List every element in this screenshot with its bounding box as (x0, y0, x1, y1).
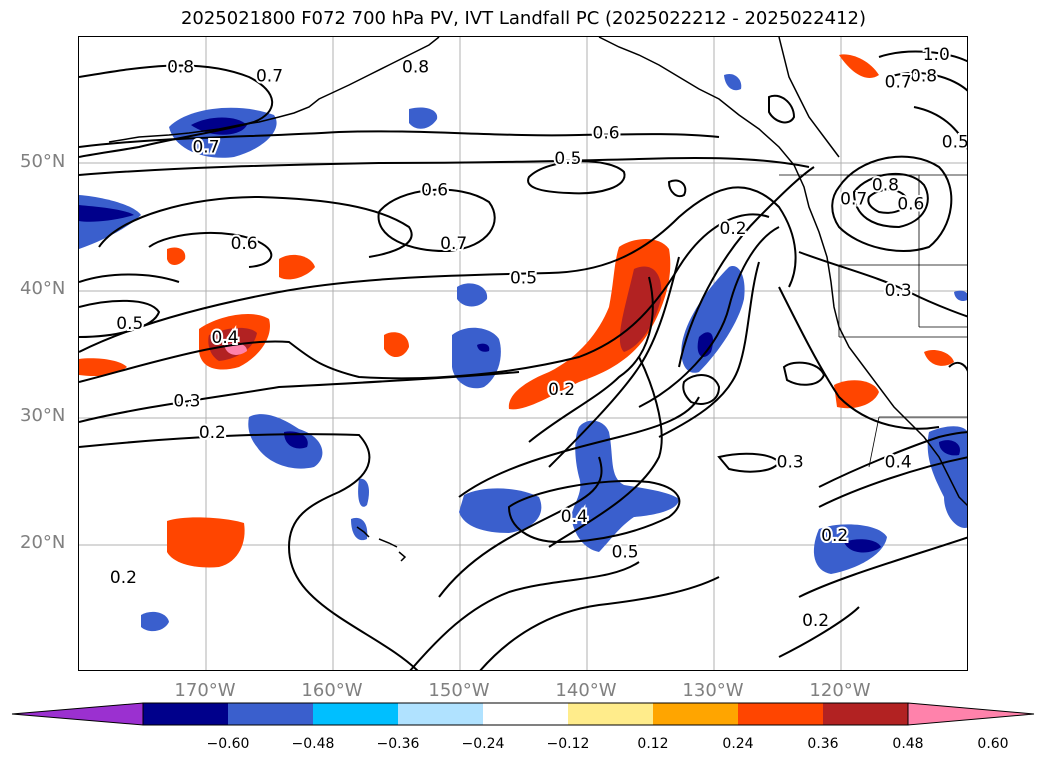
colorbar-segment (398, 703, 483, 725)
negative-patch (452, 327, 501, 389)
colorbar-segment (568, 703, 653, 725)
contour-label: 0.8 (872, 176, 899, 196)
contour-label: 0.6 (897, 195, 924, 215)
negative-patch (284, 431, 308, 449)
borders (779, 174, 967, 468)
colorbar-segment (313, 703, 398, 725)
contour-label: 0.2 (548, 380, 575, 400)
contour-label: 0.2 (199, 423, 226, 443)
positive-patch (839, 54, 879, 78)
contour-label: 1.0 (923, 45, 950, 65)
negative-patch (477, 343, 490, 352)
positive-patch (834, 380, 879, 409)
longitude-label: 150°W (428, 680, 490, 701)
colorbar-tick: 0.12 (637, 736, 669, 752)
positive-patch (279, 254, 315, 280)
negative-patch (409, 107, 438, 129)
colorbar-tick: −0.48 (291, 736, 335, 752)
negative-patch (141, 611, 169, 632)
colorbar-tick: 0.36 (807, 736, 839, 752)
contour-label: 0.5 (942, 132, 968, 152)
latitude-label: 50°N (20, 150, 66, 172)
contour-label: 0.6 (593, 124, 620, 144)
colorbar-segment (483, 703, 568, 725)
negative-patch (571, 420, 679, 552)
positive-patch (508, 239, 671, 410)
colorbar-segment (738, 703, 823, 725)
colorbar-tick: −0.24 (461, 736, 505, 752)
colorbar-segment (653, 703, 738, 725)
contour-label: 0.3 (777, 452, 804, 472)
colorbar-tick: 0.48 (892, 736, 924, 752)
contour-label: 0.8 (402, 57, 429, 77)
longitude-label: 170°W (174, 680, 236, 701)
colorbar-tick: 0.60 (977, 736, 1009, 752)
contour-label: 0.6 (421, 181, 448, 201)
contour-label: 0.2 (720, 219, 747, 239)
negative-patch (844, 539, 881, 553)
colorbar (11, 702, 1035, 726)
map-canvas: 0.8 0.7 0.80.70.60.50.60.70.60.50.50.40.30… (79, 37, 968, 670)
negative-patch (681, 266, 745, 373)
contour-label: 0.7 (256, 66, 283, 86)
positive-patch (384, 332, 409, 358)
negative-patch (939, 440, 960, 456)
latitude-label: 40°N (20, 277, 66, 299)
negative-patch (457, 283, 488, 307)
latitude-label: 30°N (20, 404, 66, 426)
contour-label: 0.5 (612, 543, 639, 563)
contour-label: 0.7 (840, 190, 867, 210)
contour-label: 0.2 (802, 611, 829, 631)
contour-label: 0.6 (231, 234, 258, 254)
contour-label: 0.5 (510, 268, 537, 288)
contour-label: 0.2 (110, 568, 137, 588)
negative-patch (697, 332, 714, 357)
colorbar-segment (823, 703, 908, 725)
contour-label: 0.3 (885, 281, 912, 301)
colorbar-segment (228, 703, 313, 725)
negative-patch (358, 478, 370, 507)
contour-label: 0.3 (173, 391, 200, 411)
negative-patch (724, 73, 742, 91)
contour-label: 0.8 (167, 57, 194, 77)
longitude-label: 140°W (555, 680, 617, 701)
latitude-label: 20°N (20, 531, 66, 553)
negative-patch (79, 205, 134, 222)
map-title: 2025021800 F072 700 hPa PV, IVT Landfall… (180, 8, 867, 29)
negative-patch (248, 414, 323, 469)
contour-label: 0.4 (561, 507, 588, 527)
positive-patch (167, 517, 245, 568)
longitude-label: 120°W (809, 680, 871, 701)
colorbar-tick: −0.60 (206, 736, 250, 752)
colorbar-tick: −0.36 (376, 736, 420, 752)
positive-patch (167, 247, 186, 265)
negative-patch (954, 290, 967, 301)
colorbar-extend-high (907, 702, 1035, 726)
contour-label: 0.2 (821, 526, 848, 546)
shaded-regions (79, 54, 967, 632)
contour-label: 0.4 (212, 328, 239, 348)
contour-label: 0.7 (192, 137, 219, 157)
pv-contours (79, 50, 967, 670)
longitude-label: 130°W (682, 680, 744, 701)
colorbar-tick: 0.24 (722, 736, 754, 752)
contour-label: 0.4 (885, 452, 912, 472)
contour-labels: 0.8 0.7 0.80.70.60.50.60.70.60.50.50.40.30… (108, 43, 968, 633)
contour-label: 0.5 (554, 149, 581, 169)
colorbar-segment (143, 703, 228, 725)
coastlines (108, 37, 967, 562)
colorbar-extend-low (11, 702, 144, 726)
contour-label: 0.8 (910, 66, 937, 86)
map-panel: 0.8 0.7 0.8 0.7 0.6 0.5 0.6 0.7 0.6 0.5 0.5 0.4 0.3 0… (78, 36, 968, 671)
contour-label: 0.5 (116, 314, 143, 334)
longitude-label: 160°W (301, 680, 363, 701)
colorbar-outline (142, 702, 909, 726)
contour-label: 0.7 (885, 73, 912, 93)
colorbar-tick: −0.12 (546, 736, 590, 752)
positive-patch (79, 358, 127, 377)
contour-label: 0.7 (440, 234, 467, 254)
positive-patch (924, 350, 954, 366)
